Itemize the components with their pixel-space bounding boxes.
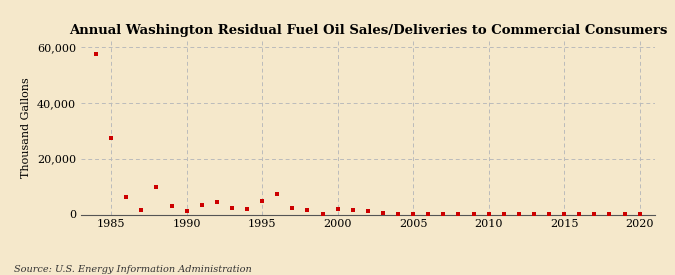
Point — [106, 136, 117, 140]
Point — [242, 207, 252, 211]
Point — [377, 211, 388, 215]
Point — [302, 208, 313, 212]
Point — [438, 212, 449, 216]
Point — [166, 203, 177, 208]
Point — [196, 203, 207, 207]
Point — [574, 212, 585, 216]
Point — [498, 212, 509, 216]
Point — [604, 212, 615, 216]
Point — [317, 212, 328, 216]
Point — [408, 212, 418, 216]
Point — [423, 212, 433, 216]
Point — [348, 208, 358, 212]
Y-axis label: Thousand Gallons: Thousand Gallons — [22, 78, 32, 178]
Point — [211, 200, 222, 204]
Point — [90, 52, 101, 56]
Point — [514, 212, 524, 216]
Point — [589, 212, 600, 216]
Point — [453, 212, 464, 216]
Point — [393, 212, 404, 216]
Point — [634, 212, 645, 216]
Point — [619, 212, 630, 216]
Point — [468, 212, 479, 216]
Text: Source: U.S. Energy Information Administration: Source: U.S. Energy Information Administ… — [14, 265, 251, 274]
Point — [543, 212, 554, 216]
Point — [227, 205, 238, 210]
Point — [256, 199, 267, 203]
Point — [287, 206, 298, 211]
Point — [151, 185, 162, 189]
Point — [182, 209, 192, 213]
Point — [559, 212, 570, 216]
Point — [136, 208, 146, 212]
Point — [362, 209, 373, 213]
Title: Annual Washington Residual Fuel Oil Sales/Deliveries to Commercial Consumers: Annual Washington Residual Fuel Oil Sale… — [69, 24, 667, 37]
Point — [272, 192, 283, 197]
Point — [529, 212, 539, 216]
Point — [332, 207, 343, 212]
Point — [121, 195, 132, 199]
Point — [483, 212, 494, 216]
